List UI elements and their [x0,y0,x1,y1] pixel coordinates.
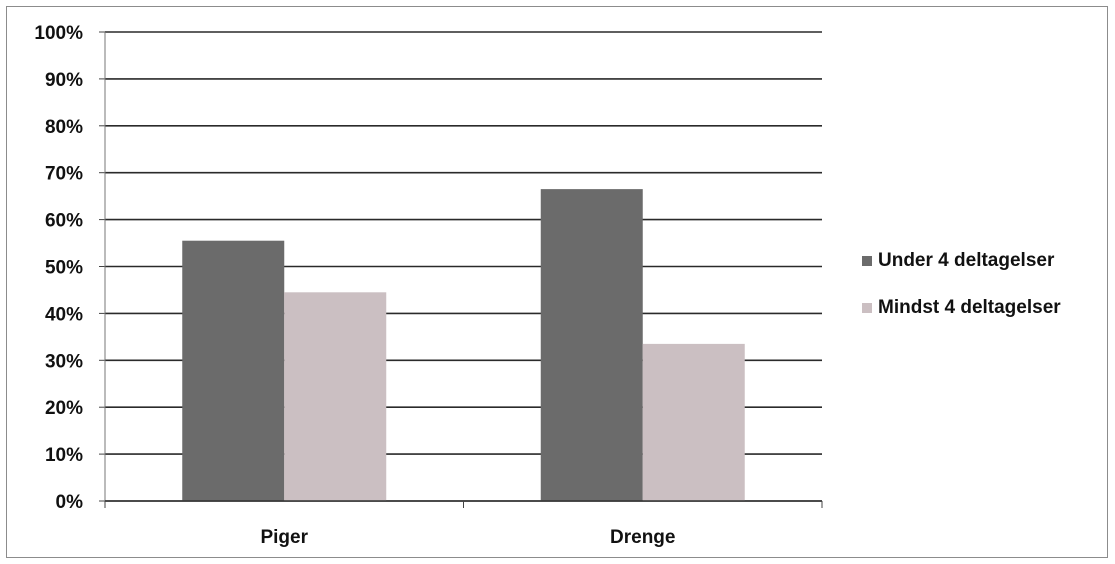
bars [182,189,745,502]
x-category-label-piger: Piger [260,527,308,548]
x-axis: Piger Drenge [104,500,823,548]
y-tick-label-20: 20% [45,398,83,419]
x-category-label-drenge: Drenge [610,527,675,548]
legend: Under 4 deltagelser Mindst 4 deltagelser [862,246,1061,340]
legend-item-series-2: Mindst 4 deltagelser [862,293,1061,323]
legend-swatch-series-1 [862,256,872,266]
bar-drenge-series-2 [642,343,745,501]
y-tick-label-100: 100% [34,23,83,44]
y-axis: 0% 10% 20% 30% 40% 50% 60% 70% 80% 90% 100% [34,23,106,513]
y-tick-label-10: 10% [45,445,83,466]
y-tick-label-70: 70% [45,164,83,185]
y-tick-label-60: 60% [45,211,83,232]
legend-label-series-1: Under 4 deltagelser [878,250,1055,271]
y-tick-label-30: 30% [45,351,83,372]
legend-swatch-series-2 [862,303,872,313]
legend-item-series-1: Under 4 deltagelser [862,246,1061,276]
bar-piger-series-2 [284,292,387,501]
y-tick-label-40: 40% [45,304,83,325]
bar-drenge-series-1 [540,189,643,502]
y-tick-label-0: 0% [56,492,84,513]
legend-label-series-2: Mindst 4 deltagelser [878,297,1061,318]
y-tick-label-90: 90% [45,70,83,91]
y-tick-label-80: 80% [45,117,83,138]
y-tick-label-50: 50% [45,258,83,279]
bar-piger-series-1 [182,240,285,501]
